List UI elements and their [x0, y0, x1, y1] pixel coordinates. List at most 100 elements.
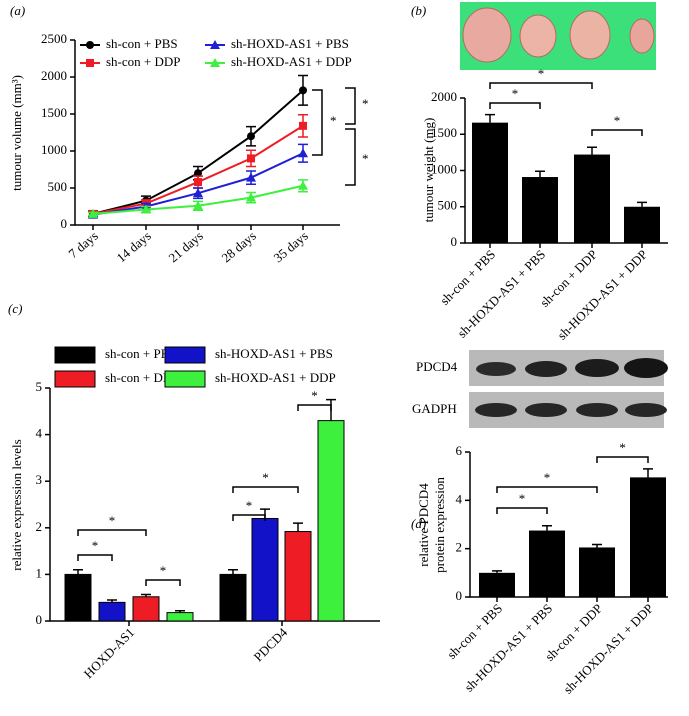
significance-bracket — [345, 128, 356, 186]
y-tick-label: 3 — [36, 472, 43, 487]
legend-label: sh-HOXD-AS1 + PBS — [215, 346, 333, 361]
band — [625, 403, 667, 417]
error-bar — [587, 146, 597, 155]
bar — [624, 206, 660, 243]
y-axis-label: tumour volume (mm³) — [9, 75, 24, 191]
significance-mark: * — [262, 470, 269, 485]
band — [575, 359, 619, 377]
significance-mark: * — [246, 498, 253, 513]
significance-mark: * — [160, 563, 167, 578]
blot-label: PDCD4 — [416, 359, 458, 374]
point — [141, 204, 151, 214]
bar — [166, 612, 194, 622]
band — [476, 362, 516, 376]
x-tick-label: PDCD4 — [251, 624, 291, 664]
significance-bracket — [312, 89, 323, 156]
significance-mark: * — [362, 151, 369, 166]
x-tick-label: sh-HOXD-AS1 + DDP — [560, 601, 656, 697]
y-tick-label: 2 — [456, 540, 463, 555]
legend-label: sh-HOXD-AS1 + DDP — [231, 54, 352, 69]
panel-label: (d) — [411, 516, 426, 531]
tumour — [629, 18, 655, 54]
error-bar — [107, 599, 117, 603]
error-bar — [228, 568, 238, 575]
tumour — [519, 14, 557, 58]
y-tick-label: 0 — [451, 234, 458, 249]
significance-mark: * — [519, 491, 526, 506]
point — [194, 169, 202, 178]
point — [193, 188, 203, 198]
significance-bracket — [145, 579, 181, 586]
y-tick-label: 500 — [438, 198, 458, 213]
legend-marker — [210, 58, 220, 67]
y-tick-label: 0 — [36, 612, 43, 627]
significance-bracket — [496, 486, 598, 493]
y-tick-label: 1500 — [41, 105, 67, 120]
significance-mark: * — [512, 86, 519, 101]
significance-mark: * — [109, 513, 116, 528]
legend-marker — [86, 59, 94, 67]
error-bar — [643, 468, 653, 478]
tumour — [569, 10, 611, 60]
significance-bracket — [489, 82, 593, 89]
y-tick-label: 500 — [48, 179, 68, 194]
legend-marker — [86, 41, 94, 49]
significance-mark: * — [619, 440, 626, 455]
bar — [522, 177, 558, 243]
y-tick-label: 0 — [61, 216, 68, 231]
y-tick-label: 0 — [456, 588, 463, 603]
x-tick-label: 21 days — [165, 228, 205, 265]
x-tick-label: 35 days — [270, 228, 310, 265]
legend-label: sh-con + PBS — [106, 36, 178, 51]
legend-swatch — [164, 346, 206, 364]
error-bar — [175, 609, 185, 613]
y-axis-label: relative PDCD4 — [416, 483, 431, 567]
blot-label: GADPH — [412, 401, 457, 416]
significance-mark: * — [362, 96, 369, 111]
significance-bracket — [297, 404, 332, 411]
panel-label: (b) — [411, 3, 426, 18]
significance-bracket — [345, 87, 356, 125]
significance-bracket — [77, 529, 147, 536]
bar — [630, 477, 666, 597]
y-tick-label: 1000 — [431, 161, 457, 176]
y-tick-label: 4 — [456, 491, 463, 506]
legend-label: sh-con + DDP — [106, 54, 181, 69]
bar — [64, 573, 92, 622]
error-bar — [293, 522, 303, 532]
error-bar — [637, 201, 647, 207]
significance-bracket — [232, 514, 266, 521]
y-tick-label: 4 — [36, 426, 43, 441]
band — [525, 403, 567, 417]
y-tick-label: 5 — [36, 379, 43, 394]
y-tick-label: 2000 — [431, 89, 457, 104]
bar — [579, 547, 615, 597]
legend-label: sh-con + PBS — [105, 346, 177, 361]
y-tick-label: 6 — [456, 443, 463, 458]
band — [525, 361, 567, 377]
point — [299, 121, 307, 130]
bar — [472, 122, 508, 243]
significance-bracket — [596, 456, 649, 463]
tumour — [462, 7, 512, 63]
bar — [529, 530, 565, 597]
significance-mark: * — [311, 388, 318, 403]
significance-mark: * — [544, 470, 551, 485]
error-bar — [535, 170, 545, 178]
y-tick-label: 1 — [36, 565, 43, 580]
legend-label: sh-HOXD-AS1 + DDP — [215, 370, 336, 385]
x-tick-label: sh-HOXD-AS1 + DDP — [554, 247, 650, 343]
bar — [219, 573, 247, 622]
significance-bracket — [591, 129, 643, 136]
bar — [251, 517, 279, 622]
y-tick-label: 1000 — [41, 142, 67, 157]
bar — [317, 420, 345, 622]
significance-bracket — [232, 486, 299, 493]
significance-bracket — [489, 102, 541, 109]
band — [576, 403, 618, 417]
bar — [574, 154, 610, 243]
x-tick-label: sh-HOXD-AS1 + PBS — [454, 247, 548, 341]
y-tick-label: 2000 — [41, 68, 67, 83]
y-axis-label: tumour weight (mg) — [421, 118, 436, 223]
error-bar — [485, 113, 495, 123]
